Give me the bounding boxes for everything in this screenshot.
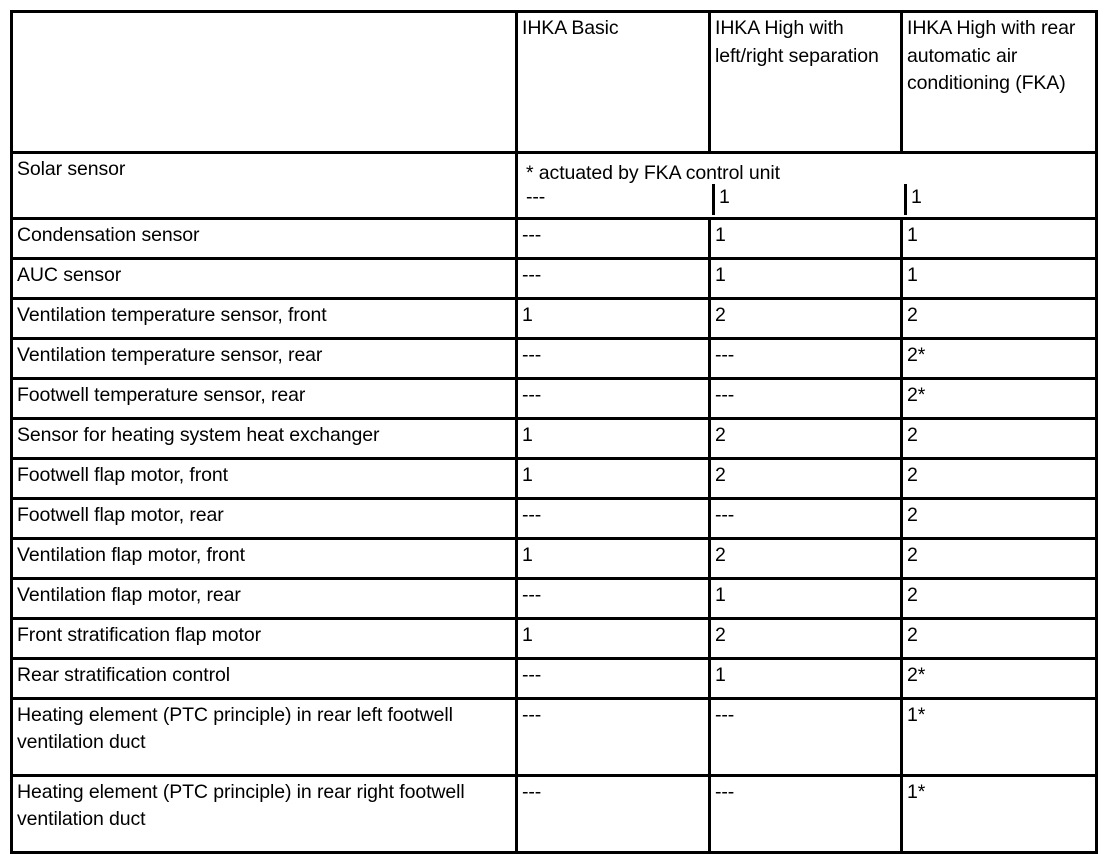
cell-condensation-sensor-lr: 1 [708,216,903,260]
cell-rear-stratification-control-lr: 1 [708,656,903,700]
table-row-footnote: Solar sensor * actuated by FKA control u… [10,151,1098,220]
column-header-ihka-high-left-right: IHKA High with left/right separation [708,10,903,154]
cell-front-stratification-flap-motor-lr: 2 [708,616,903,660]
cell-condensation-sensor-basic: --- [515,216,711,260]
table-row: Footwell temperature sensor, rear --- --… [10,376,1098,420]
cell-ventilation-flap-motor-front-basic: 1 [515,536,711,580]
table-row: Sensor for heating system heat exchanger… [10,416,1098,460]
table-row: Condensation sensor --- 1 1 [10,216,1098,260]
cell-ventilation-temp-sensor-front-fka: 2 [900,296,1098,340]
cell-footwell-flap-motor-front-lr: 2 [708,456,903,500]
cell-footwell-flap-motor-rear-basic: --- [515,496,711,540]
row-label-heating-element-rear-left: Heating element (PTC principle) in rear … [10,696,518,777]
cell-heating-element-rear-left-basic: --- [515,696,711,777]
cell-ventilation-temp-sensor-rear-lr: --- [708,336,903,380]
row-label-solar-sensor: Solar sensor [10,151,518,220]
cell-footwell-flap-motor-front-basic: 1 [515,456,711,500]
row-label-heating-element-rear-right: Heating element (PTC principle) in rear … [10,773,518,854]
cell-heating-element-rear-right-fka: 1* [900,773,1098,854]
row-label-rear-stratification-control: Rear stratification control [10,656,518,700]
column-header-ihka-high-fka: IHKA High with rear automatic air condit… [900,10,1098,154]
footnote-cell: * actuated by FKA control unit --- 1 1 [515,151,1098,220]
cell-footwell-flap-motor-front-fka: 2 [900,456,1098,500]
cell-condensation-sensor-fka: 1 [900,216,1098,260]
table-row: Front stratification flap motor 1 2 2 [10,616,1098,660]
cell-ventilation-temp-sensor-rear-fka: 2* [900,336,1098,380]
row-label-footwell-flap-motor-rear: Footwell flap motor, rear [10,496,518,540]
row-label-ventilation-flap-motor-front: Ventilation flap motor, front [10,536,518,580]
cell-heating-element-rear-left-lr: --- [708,696,903,777]
row-label-ventilation-temp-sensor-front: Ventilation temperature sensor, front [10,296,518,340]
table-header-row: IHKA Basic IHKA High with left/right sep… [10,10,1098,154]
cell-sensor-heating-heat-exchanger-fka: 2 [900,416,1098,460]
cell-auc-sensor-fka: 1 [900,256,1098,300]
table-row: Footwell flap motor, rear --- --- 2 [10,496,1098,540]
table-row: Heating element (PTC principle) in rear … [10,696,1098,777]
cell-sensor-heating-heat-exchanger-lr: 2 [708,416,903,460]
cell-footwell-flap-motor-rear-fka: 2 [900,496,1098,540]
row-label-condensation-sensor: Condensation sensor [10,216,518,260]
column-header-empty-corner [10,10,518,154]
table-row: AUC sensor --- 1 1 [10,256,1098,300]
cell-footwell-temp-sensor-rear-basic: --- [515,376,711,420]
table-row: Ventilation flap motor, rear --- 1 2 [10,576,1098,620]
row-label-ventilation-temp-sensor-rear: Ventilation temperature sensor, rear [10,336,518,380]
cell-rear-stratification-control-fka: 2* [900,656,1098,700]
cell-auc-sensor-basic: --- [515,256,711,300]
table-row: Ventilation temperature sensor, front 1 … [10,296,1098,340]
cell-heating-element-rear-right-lr: --- [708,773,903,854]
row-label-footwell-temp-sensor-rear: Footwell temperature sensor, rear [10,376,518,420]
cell-ventilation-flap-motor-front-fka: 2 [900,536,1098,580]
table-row: Rear stratification control --- 1 2* [10,656,1098,700]
cell-heating-element-rear-left-fka: 1* [900,696,1098,777]
cell-solar-sensor-basic: --- [526,186,546,208]
cell-ventilation-flap-motor-front-lr: 2 [708,536,903,580]
cell-footwell-temp-sensor-rear-fka: 2* [900,376,1098,420]
cell-auc-sensor-lr: 1 [708,256,903,300]
cell-ventilation-temp-sensor-rear-basic: --- [515,336,711,380]
cell-heating-element-rear-right-basic: --- [515,773,711,854]
cell-ventilation-flap-motor-rear-lr: 1 [708,576,903,620]
table-row: Heating element (PTC principle) in rear … [10,773,1098,854]
table-row: Ventilation temperature sensor, rear ---… [10,336,1098,380]
climate-control-components-table: IHKA Basic IHKA High with left/right sep… [10,10,1098,854]
row-label-auc-sensor: AUC sensor [10,256,518,300]
row-label-footwell-flap-motor-front: Footwell flap motor, front [10,456,518,500]
cell-front-stratification-flap-motor-basic: 1 [515,616,711,660]
footnote-row-values: --- 1 1 [522,184,1095,215]
footnote-text: * actuated by FKA control unit [526,162,780,184]
column-header-ihka-basic: IHKA Basic [515,10,711,154]
table-body: IHKA Basic IHKA High with left/right sep… [10,10,1098,854]
cell-ventilation-flap-motor-rear-fka: 2 [900,576,1098,620]
cell-footwell-temp-sensor-rear-lr: --- [708,376,903,420]
cell-ventilation-temp-sensor-front-lr: 2 [708,296,903,340]
row-label-front-stratification-flap-motor: Front stratification flap motor [10,616,518,660]
cell-front-stratification-flap-motor-fka: 2 [900,616,1098,660]
cell-footwell-flap-motor-rear-lr: --- [708,496,903,540]
cell-solar-sensor-lr: 1 [712,184,904,215]
table-row: Footwell flap motor, front 1 2 2 [10,456,1098,500]
cell-solar-sensor-fka: 1 [904,184,1095,215]
cell-sensor-heating-heat-exchanger-basic: 1 [515,416,711,460]
table-row: Ventilation flap motor, front 1 2 2 [10,536,1098,580]
row-label-sensor-heating-heat-exchanger: Sensor for heating system heat exchanger [10,416,518,460]
cell-ventilation-flap-motor-rear-basic: --- [515,576,711,620]
cell-ventilation-temp-sensor-front-basic: 1 [515,296,711,340]
row-label-ventilation-flap-motor-rear: Ventilation flap motor, rear [10,576,518,620]
cell-rear-stratification-control-basic: --- [515,656,711,700]
